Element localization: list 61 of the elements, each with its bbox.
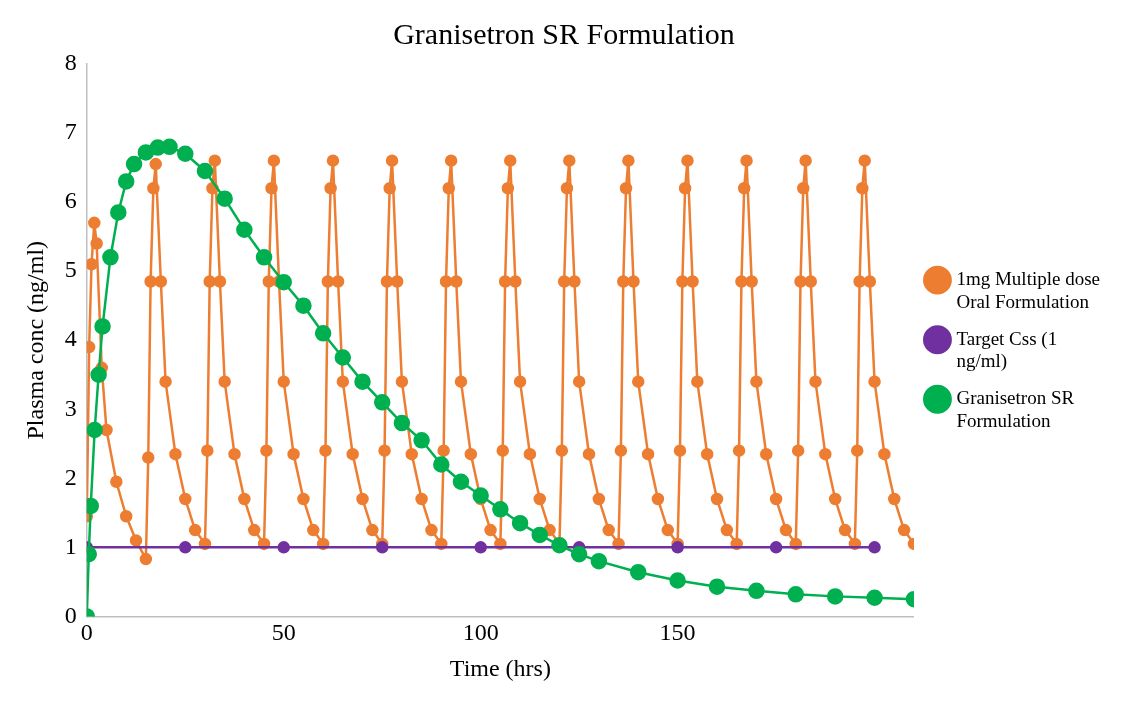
point xyxy=(295,297,312,314)
point xyxy=(314,325,332,342)
point xyxy=(708,578,726,595)
point xyxy=(413,432,430,449)
point xyxy=(90,366,107,383)
point xyxy=(125,155,143,173)
point xyxy=(236,221,253,238)
y-tick-label: 3 xyxy=(64,394,77,421)
point xyxy=(277,541,290,554)
point xyxy=(629,563,647,581)
point xyxy=(94,318,111,335)
y-tick-label: 7 xyxy=(64,118,77,145)
point xyxy=(255,249,273,266)
point xyxy=(117,173,135,190)
y-tick-label: 5 xyxy=(64,256,77,283)
point xyxy=(787,586,805,603)
point xyxy=(590,552,608,570)
point xyxy=(373,394,391,411)
point xyxy=(179,541,192,554)
point xyxy=(511,514,529,532)
point xyxy=(216,190,233,207)
point xyxy=(472,487,489,504)
point xyxy=(452,473,470,490)
point xyxy=(354,373,371,390)
point xyxy=(433,456,450,473)
point xyxy=(375,541,389,554)
y-tick-label: 8 xyxy=(64,49,77,76)
legend-label: 1mg Multiple dose Oral Formulation xyxy=(956,268,1101,312)
point xyxy=(393,414,411,432)
point xyxy=(531,526,549,544)
x-tick-label: 50 xyxy=(271,619,296,646)
point xyxy=(669,572,686,589)
legend-label: Granisetron SR Formulation xyxy=(956,387,1075,432)
point xyxy=(474,541,487,554)
y-tick-label: 6 xyxy=(64,187,77,214)
point xyxy=(570,546,588,563)
point xyxy=(826,588,844,605)
y-tick-label: 1 xyxy=(64,532,77,559)
legend-label: Target Css (1 ng/ml) xyxy=(956,327,1058,373)
y-axis-title: Plasma conc (ng/ml) xyxy=(21,240,48,440)
x-axis-title: Time (hrs) xyxy=(449,654,551,681)
chart-title: Granisetron SR Formulation xyxy=(393,16,735,50)
point xyxy=(671,541,684,554)
point xyxy=(275,273,292,291)
y-tick-label: 0 xyxy=(64,601,77,628)
point xyxy=(177,145,194,163)
point xyxy=(866,589,883,607)
y-tick-label: 2 xyxy=(64,463,77,490)
point xyxy=(769,541,783,554)
point xyxy=(161,138,178,156)
point xyxy=(334,349,352,366)
point xyxy=(86,421,103,439)
point xyxy=(102,249,119,266)
point xyxy=(492,501,509,518)
point xyxy=(868,541,881,554)
x-tick-label: 100 xyxy=(462,619,499,646)
y-tick-label: 4 xyxy=(64,325,77,352)
x-tick-label: 150 xyxy=(659,619,696,646)
point xyxy=(196,162,214,180)
point xyxy=(748,582,765,600)
point xyxy=(110,204,127,221)
